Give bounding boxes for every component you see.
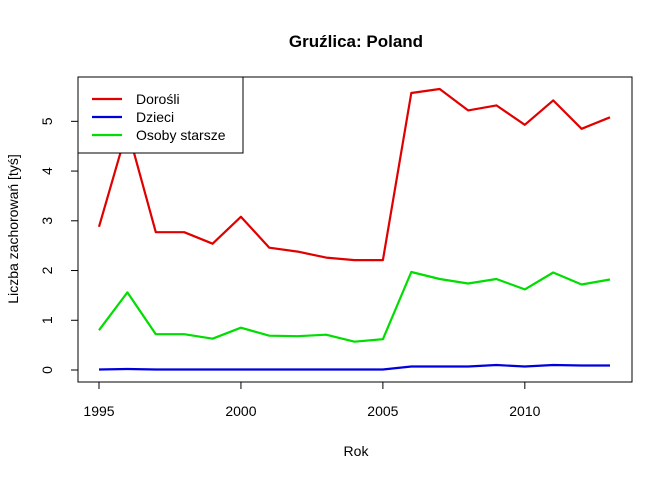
y-tick-label-1: 1 <box>39 316 55 324</box>
x-axis: 1995 2000 2005 2010 <box>83 381 541 419</box>
y-axis-label: Liczba zachorowań [tyś] <box>5 154 21 303</box>
legend-label-1: Dzieci <box>136 109 174 125</box>
x-tick-label-1: 2000 <box>225 403 256 419</box>
x-tick-label-3: 2010 <box>509 403 540 419</box>
x-tick-label-0: 1995 <box>83 403 114 419</box>
x-tick-label-2: 2005 <box>367 403 398 419</box>
legend-label-0: Dorośli <box>136 91 180 107</box>
series-line-0 <box>97 87 611 262</box>
series-line-2 <box>98 270 611 343</box>
y-tick-label-4: 4 <box>39 167 55 175</box>
legend-box <box>77 76 244 154</box>
y-tick-label-3: 3 <box>39 217 55 225</box>
x-axis-label: Rok <box>344 443 370 459</box>
legend-label-2: Osoby starsze <box>136 127 226 143</box>
y-axis: 0 1 2 3 4 5 <box>39 117 79 374</box>
y-tick-label-0: 0 <box>39 366 55 374</box>
legend: Dorośli Dzieci Osoby starsze <box>77 76 244 154</box>
series-lines <box>97 87 611 371</box>
chart-title: Gruźlica: Poland <box>289 32 423 51</box>
y-tick-label-2: 2 <box>39 266 55 274</box>
series-line-1 <box>98 363 610 371</box>
y-tick-label-5: 5 <box>39 117 55 125</box>
